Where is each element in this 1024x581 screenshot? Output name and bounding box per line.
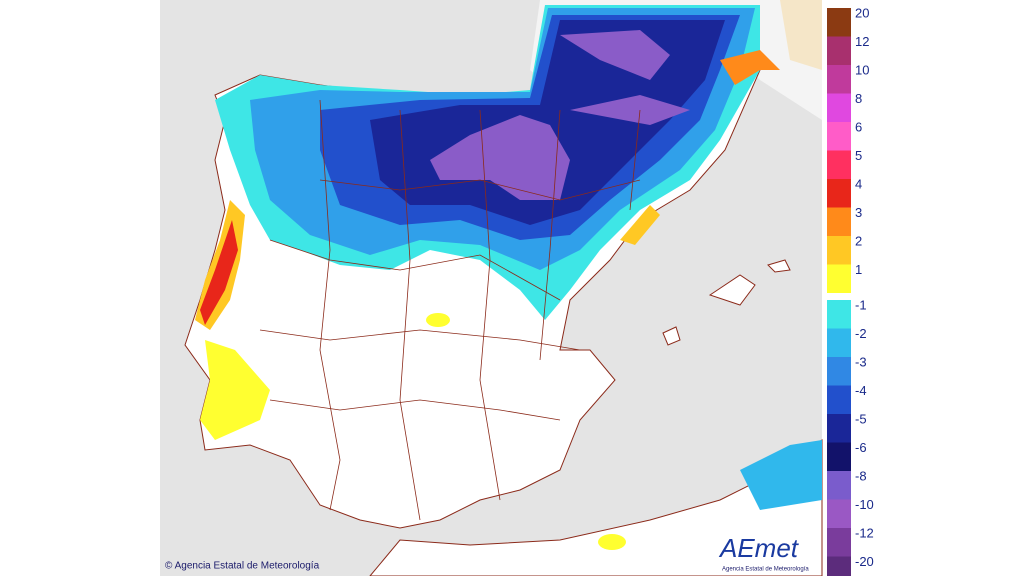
- legend-swatch: [827, 528, 851, 557]
- border: [479, 109, 501, 501]
- logo: AEmet: [718, 533, 800, 563]
- island-menorca: [767, 259, 791, 273]
- zone-minus-2-africa: [740, 440, 822, 510]
- legend-swatch: [827, 179, 851, 208]
- border: [629, 109, 641, 211]
- legend-swatch: [827, 93, 851, 122]
- legend-swatch: [827, 264, 851, 293]
- legend-swatch: [827, 207, 851, 236]
- legend-label: -2: [855, 326, 867, 341]
- legend-swatch: [827, 499, 851, 528]
- borders: [259, 99, 641, 521]
- legend-label: -1: [855, 297, 867, 312]
- legend-label: -5: [855, 411, 867, 426]
- legend-swatch: [827, 300, 851, 329]
- legend-swatch: [827, 236, 851, 265]
- legend-label: 5: [855, 148, 862, 163]
- border: [319, 179, 641, 201]
- logo-subtitle: Agencia Estatal de Meteorología: [722, 567, 809, 573]
- legend-swatch: [827, 471, 851, 500]
- legend-swatch: [827, 8, 851, 37]
- legend-label: -20: [855, 554, 874, 569]
- zone-plus-2b: [620, 205, 660, 245]
- border: [269, 239, 561, 301]
- legend-swatch: [827, 414, 851, 443]
- legend-swatch: [827, 150, 851, 179]
- legend-label: 10: [855, 62, 869, 77]
- africa: [368, 439, 823, 577]
- border: [399, 109, 421, 521]
- legend-label: -10: [855, 497, 874, 512]
- zone-plus-4: [200, 220, 238, 325]
- legend-label: 1: [855, 262, 862, 277]
- island-ibiza: [662, 326, 681, 346]
- legend-swatch: [827, 122, 851, 151]
- border: [319, 99, 341, 511]
- zone-minus-8b: [560, 30, 670, 80]
- credit: © Agencia Estatal de Meteorología: [165, 561, 320, 572]
- legend-label: 12: [855, 34, 869, 49]
- legend-label: 2: [855, 233, 862, 248]
- legend-label: 3: [855, 205, 862, 220]
- zone-plus-3: [720, 50, 780, 85]
- legend-label: -6: [855, 440, 867, 455]
- border: [259, 329, 581, 351]
- zone-minus-8: [430, 115, 570, 200]
- legend-label: 4: [855, 176, 862, 191]
- zone-plus-1c: [598, 534, 626, 550]
- island-mallorca: [708, 274, 756, 306]
- legend-swatch: [827, 65, 851, 94]
- legend-swatch: [827, 556, 851, 581]
- legend-label: 8: [855, 91, 862, 106]
- zone-plus-1b: [426, 313, 450, 327]
- zone-plus-1: [200, 340, 270, 440]
- legend-label: 6: [855, 119, 862, 134]
- legend-label: -3: [855, 354, 867, 369]
- legend-swatch: [827, 328, 851, 357]
- land-edge: [780, 0, 822, 70]
- border: [269, 399, 561, 421]
- border: [539, 109, 561, 361]
- legend: 20 12 10 8 6 5 4 3 2 1 -1 -2 -3 -4 -5 -6 -8 -10 -12 -20: [827, 5, 874, 581]
- legend-swatch: [827, 442, 851, 471]
- legend-label: 20: [855, 5, 869, 20]
- legend-swatch: [827, 357, 851, 386]
- legend-label: -12: [855, 525, 874, 540]
- zone-minus-8c: [570, 95, 690, 125]
- legend-swatch: [827, 36, 851, 65]
- legend-label: -8: [855, 468, 867, 483]
- legend-label: -4: [855, 383, 867, 398]
- legend-swatch: [827, 385, 851, 414]
